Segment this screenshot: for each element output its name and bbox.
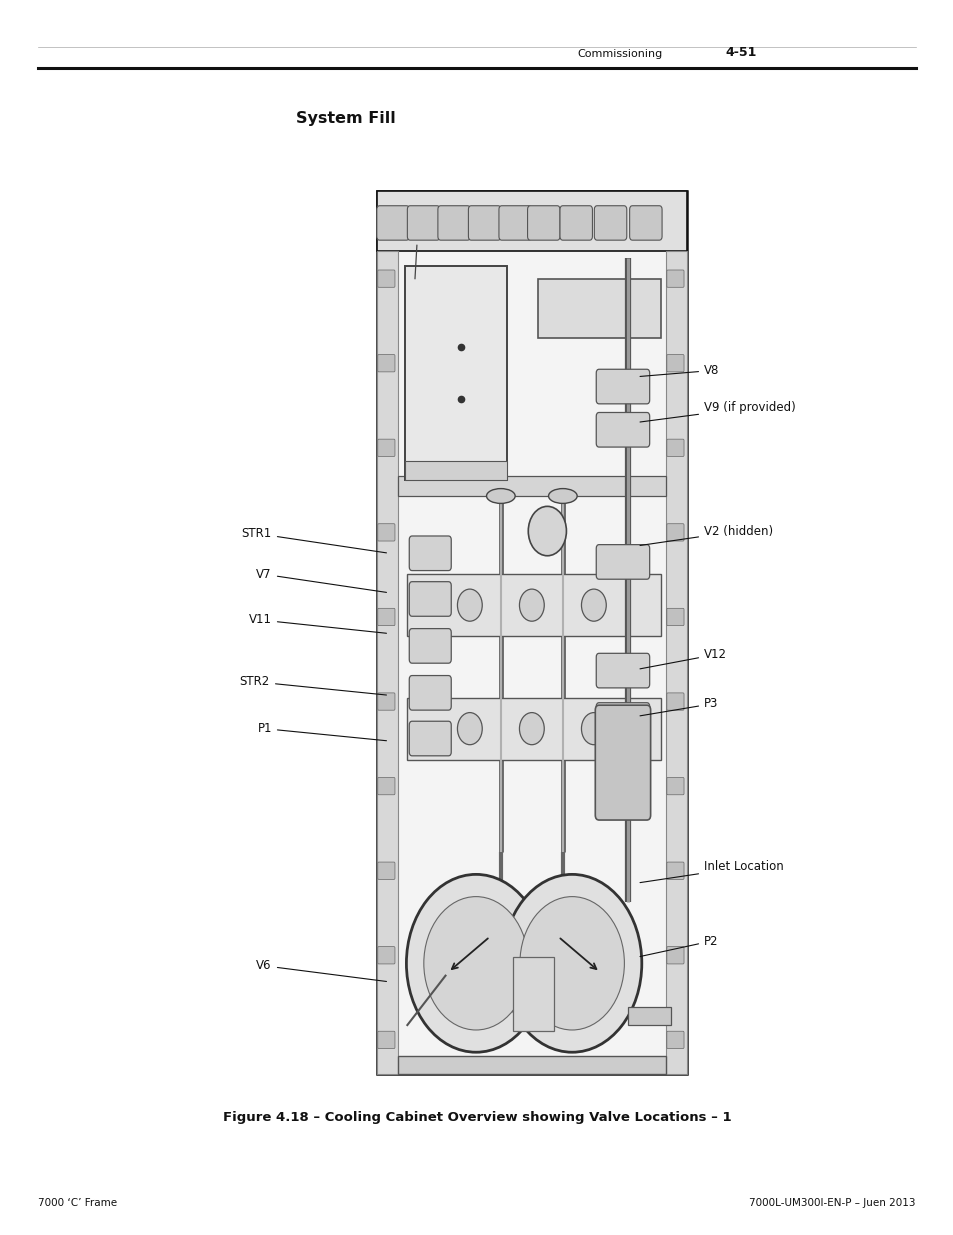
- FancyBboxPatch shape: [377, 354, 395, 372]
- Circle shape: [518, 589, 543, 621]
- Text: 7000 ‘C’ Frame: 7000 ‘C’ Frame: [38, 1198, 117, 1208]
- Text: 7000L-UM300I-EN-P – Juen 2013: 7000L-UM300I-EN-P – Juen 2013: [748, 1198, 915, 1208]
- FancyBboxPatch shape: [666, 947, 683, 965]
- Circle shape: [518, 713, 543, 745]
- FancyBboxPatch shape: [409, 582, 451, 616]
- FancyBboxPatch shape: [666, 354, 683, 372]
- Bar: [537, 279, 660, 338]
- FancyBboxPatch shape: [498, 206, 531, 240]
- FancyBboxPatch shape: [666, 1031, 683, 1049]
- FancyBboxPatch shape: [377, 609, 395, 626]
- Bar: [407, 574, 660, 636]
- Text: V7: V7: [256, 568, 386, 593]
- Circle shape: [528, 506, 566, 556]
- Ellipse shape: [502, 874, 641, 1052]
- FancyBboxPatch shape: [468, 206, 500, 240]
- FancyBboxPatch shape: [409, 629, 451, 663]
- FancyBboxPatch shape: [666, 862, 683, 879]
- FancyBboxPatch shape: [595, 705, 650, 820]
- FancyBboxPatch shape: [376, 206, 409, 240]
- Ellipse shape: [423, 897, 528, 1030]
- Bar: [376, 191, 686, 252]
- FancyBboxPatch shape: [629, 206, 661, 240]
- Text: V2 (hidden): V2 (hidden): [639, 525, 772, 546]
- Text: V11: V11: [249, 614, 386, 634]
- Bar: [376, 191, 686, 1074]
- FancyBboxPatch shape: [407, 206, 439, 240]
- Text: Commissioning: Commissioning: [578, 49, 662, 59]
- Circle shape: [580, 713, 606, 745]
- Text: 4-51: 4-51: [724, 46, 756, 59]
- Bar: [513, 957, 553, 1031]
- FancyBboxPatch shape: [596, 369, 649, 404]
- FancyBboxPatch shape: [405, 267, 507, 480]
- Text: Inlet Location: Inlet Location: [639, 861, 783, 883]
- FancyBboxPatch shape: [666, 440, 683, 457]
- Ellipse shape: [548, 489, 577, 504]
- FancyBboxPatch shape: [559, 206, 592, 240]
- Bar: [397, 1056, 665, 1074]
- Bar: [407, 698, 660, 760]
- FancyBboxPatch shape: [377, 1031, 395, 1049]
- Ellipse shape: [486, 489, 515, 504]
- FancyBboxPatch shape: [666, 693, 683, 710]
- Text: V12: V12: [639, 648, 726, 669]
- FancyBboxPatch shape: [527, 206, 559, 240]
- Text: P1: P1: [257, 722, 386, 741]
- FancyBboxPatch shape: [666, 778, 683, 795]
- Text: System Fill: System Fill: [295, 111, 395, 126]
- Bar: [665, 252, 686, 1074]
- FancyBboxPatch shape: [377, 524, 395, 541]
- Text: P3: P3: [639, 698, 718, 716]
- FancyBboxPatch shape: [666, 270, 683, 288]
- Bar: [397, 477, 665, 496]
- Text: V9 (if provided): V9 (if provided): [639, 401, 795, 422]
- FancyBboxPatch shape: [377, 947, 395, 965]
- FancyBboxPatch shape: [377, 270, 395, 288]
- FancyBboxPatch shape: [377, 862, 395, 879]
- FancyBboxPatch shape: [377, 693, 395, 710]
- FancyBboxPatch shape: [377, 440, 395, 457]
- Bar: [405, 462, 507, 480]
- FancyBboxPatch shape: [409, 721, 451, 756]
- Text: Figure 4.18 – Cooling Cabinet Overview showing Valve Locations – 1: Figure 4.18 – Cooling Cabinet Overview s…: [222, 1112, 731, 1125]
- Circle shape: [456, 713, 481, 745]
- FancyBboxPatch shape: [594, 206, 626, 240]
- Text: P2: P2: [639, 935, 718, 957]
- Text: STR2: STR2: [239, 676, 386, 695]
- FancyBboxPatch shape: [596, 545, 649, 579]
- Text: V8: V8: [639, 364, 719, 377]
- FancyBboxPatch shape: [596, 412, 649, 447]
- Bar: [376, 252, 397, 1074]
- Bar: [627, 1007, 670, 1025]
- FancyBboxPatch shape: [377, 778, 395, 795]
- Ellipse shape: [406, 874, 545, 1052]
- FancyBboxPatch shape: [666, 609, 683, 626]
- Text: STR1: STR1: [241, 527, 386, 553]
- FancyBboxPatch shape: [437, 206, 470, 240]
- FancyBboxPatch shape: [596, 703, 649, 737]
- FancyBboxPatch shape: [596, 653, 649, 688]
- Text: V6: V6: [256, 960, 386, 982]
- FancyBboxPatch shape: [409, 676, 451, 710]
- Circle shape: [456, 589, 481, 621]
- FancyBboxPatch shape: [409, 536, 451, 571]
- FancyBboxPatch shape: [666, 524, 683, 541]
- Ellipse shape: [519, 897, 623, 1030]
- Circle shape: [580, 589, 606, 621]
